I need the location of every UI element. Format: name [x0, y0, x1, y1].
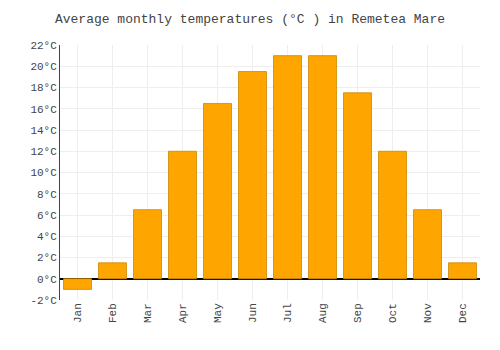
svg-text:16°C: 16°C: [30, 104, 57, 116]
svg-text:22°C: 22°C: [30, 40, 57, 52]
svg-text:May: May: [212, 303, 224, 323]
svg-text:Aug: Aug: [317, 303, 329, 323]
svg-text:-2°C: -2°C: [30, 295, 57, 307]
svg-text:12°C: 12°C: [30, 146, 57, 158]
svg-text:0°C: 0°C: [37, 274, 57, 286]
svg-text:18°C: 18°C: [30, 82, 57, 94]
svg-text:Oct: Oct: [387, 303, 399, 323]
svg-text:Jul: Jul: [282, 303, 294, 323]
svg-text:4°C: 4°C: [37, 231, 57, 243]
svg-text:Nov: Nov: [422, 303, 434, 323]
svg-text:Mar: Mar: [142, 303, 154, 323]
svg-text:2°C: 2°C: [37, 252, 57, 264]
svg-text:8°C: 8°C: [37, 189, 57, 201]
svg-text:20°C: 20°C: [30, 61, 57, 73]
svg-text:Feb: Feb: [107, 303, 119, 323]
svg-text:Sep: Sep: [352, 303, 364, 323]
svg-text:14°C: 14°C: [30, 125, 57, 137]
svg-text:Jan: Jan: [72, 303, 84, 323]
svg-text:Jun: Jun: [247, 303, 259, 323]
svg-text:Dec: Dec: [457, 303, 469, 323]
svg-text:Average monthly temperatures (: Average monthly temperatures (°C ) in Re…: [55, 12, 445, 27]
svg-text:6°C: 6°C: [37, 210, 57, 222]
svg-text:Apr: Apr: [177, 303, 189, 323]
svg-text:10°C: 10°C: [30, 167, 57, 179]
